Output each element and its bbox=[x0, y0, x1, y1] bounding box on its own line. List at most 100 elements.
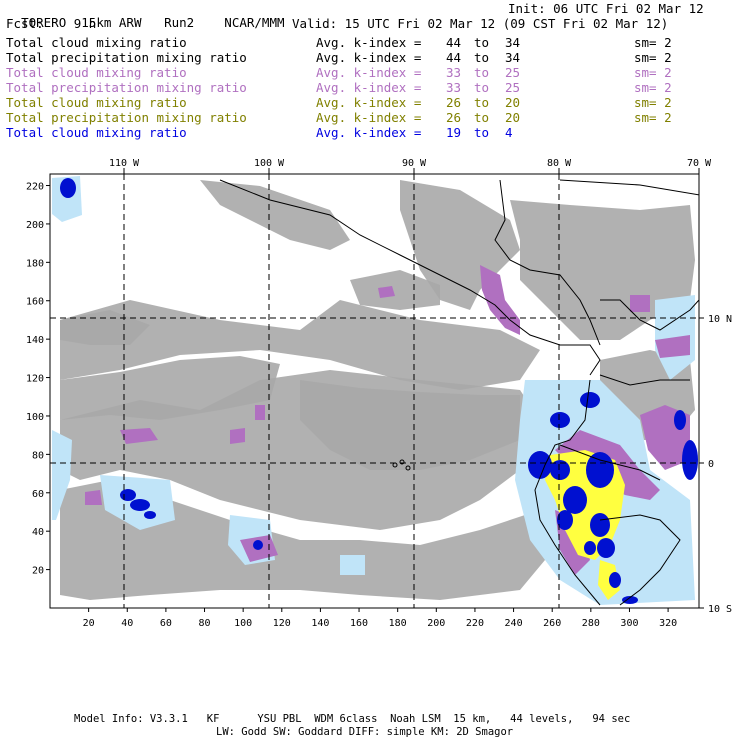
blue-core bbox=[130, 499, 150, 511]
light-blue-region bbox=[52, 430, 72, 520]
purple-region bbox=[655, 335, 690, 358]
model-info: Model Info: V3.3.1 KF YSU PBL WDM 6class… bbox=[74, 713, 631, 725]
blue-core bbox=[682, 440, 698, 480]
blue-core bbox=[550, 412, 570, 428]
latitude-label: 10 S bbox=[708, 604, 732, 615]
blue-core bbox=[144, 511, 156, 519]
legend-k-start: 26 bbox=[446, 110, 462, 125]
legend-to: to bbox=[474, 50, 490, 65]
legend-avg: Avg. k-index = bbox=[316, 110, 422, 125]
legend-smoothing: sm= 2 bbox=[634, 110, 672, 125]
x-tick-label: 20 bbox=[83, 618, 95, 629]
legend-k-start: 33 bbox=[446, 65, 462, 80]
legend-k-end: 25 bbox=[505, 80, 521, 95]
latitude-label: 0 bbox=[708, 459, 714, 470]
blue-core bbox=[584, 541, 596, 555]
legend-smoothing: sm= 2 bbox=[634, 35, 672, 50]
legend-avg: Avg. k-index = bbox=[316, 50, 422, 65]
y-tick-label: 20 bbox=[32, 566, 44, 577]
longitude-label: 110 W bbox=[109, 158, 140, 169]
y-tick-label: 140 bbox=[26, 335, 44, 346]
legend-k-end: 34 bbox=[505, 35, 521, 50]
x-tick-label: 200 bbox=[427, 618, 445, 629]
y-tick-label: 160 bbox=[26, 297, 44, 308]
coastline bbox=[219, 179, 601, 376]
legend-k-end: 20 bbox=[505, 110, 521, 125]
x-tick-label: 100 bbox=[234, 618, 252, 629]
cloud-region bbox=[60, 310, 150, 345]
model-name: TORERO bbox=[21, 15, 67, 30]
coastline bbox=[494, 179, 601, 346]
legend-k-end: 4 bbox=[505, 125, 513, 140]
fcst-value: 9 h bbox=[73, 16, 97, 31]
model-resolution: 15km ARW bbox=[81, 15, 142, 30]
x-tick-label: 140 bbox=[311, 618, 329, 629]
blue-core bbox=[674, 410, 686, 430]
field-layer bbox=[52, 176, 699, 606]
light-blue-region bbox=[340, 555, 365, 575]
coastline bbox=[559, 444, 661, 481]
island bbox=[405, 465, 411, 471]
org-label: NCAR/MMM bbox=[224, 15, 285, 30]
map-frame bbox=[49, 173, 700, 609]
cloud-region bbox=[300, 380, 520, 470]
cloud-region bbox=[200, 180, 350, 250]
x-tick-label: 300 bbox=[620, 618, 638, 629]
legend-smoothing: sm= 2 bbox=[634, 50, 672, 65]
y-tick-label: 180 bbox=[26, 258, 44, 269]
y-tick-label: 60 bbox=[32, 489, 44, 500]
legend-k-start: 44 bbox=[446, 50, 462, 65]
coastline bbox=[600, 299, 699, 331]
purple-region bbox=[85, 490, 102, 505]
legend-k-start: 44 bbox=[446, 35, 462, 50]
legend-to: to bbox=[474, 110, 490, 125]
x-tick-label: 40 bbox=[121, 618, 133, 629]
longitude-label: 80 W bbox=[547, 158, 572, 169]
legend-avg: Avg. k-index = bbox=[316, 95, 422, 110]
cloud-region bbox=[60, 300, 540, 390]
x-tick-label: 60 bbox=[160, 618, 172, 629]
blue-core bbox=[580, 392, 600, 408]
legend-avg: Avg. k-index = bbox=[316, 125, 422, 140]
fcst-label: Fcst: bbox=[6, 16, 44, 31]
blue-core bbox=[586, 452, 614, 488]
valid-time: Valid: 15 UTC Fri 02 Mar 12 (09 CST Fri … bbox=[292, 16, 669, 31]
y-tick-label: 200 bbox=[26, 220, 44, 231]
x-tick-label: 160 bbox=[350, 618, 368, 629]
legend-avg: Avg. k-index = bbox=[316, 80, 422, 95]
legend-smoothing: sm= 2 bbox=[634, 80, 672, 95]
cloud-region bbox=[60, 480, 545, 600]
blue-core bbox=[563, 486, 587, 514]
x-tick-label: 280 bbox=[582, 618, 600, 629]
blue-core bbox=[528, 451, 552, 479]
legend-avg: Avg. k-index = bbox=[316, 35, 422, 50]
legend-field: Total precipitation mixing ratio bbox=[6, 110, 247, 125]
coastline bbox=[534, 379, 601, 606]
x-tick-label: 220 bbox=[466, 618, 484, 629]
latitude-label: 10 N bbox=[708, 314, 732, 325]
legend-k-start: 19 bbox=[446, 125, 462, 140]
blue-core bbox=[622, 596, 638, 604]
legend-k-start: 33 bbox=[446, 80, 462, 95]
y-tick-label: 40 bbox=[32, 527, 44, 538]
longitude-label: 100 W bbox=[254, 158, 285, 169]
legend-to: to bbox=[474, 35, 490, 50]
legend-field: Total precipitation mixing ratio bbox=[6, 80, 247, 95]
legend-to: to bbox=[474, 125, 490, 140]
y-tick-label: 220 bbox=[26, 182, 44, 193]
physics-info: LW: Godd SW: Goddard DIFF: simple KM: 2D… bbox=[216, 726, 514, 738]
purple-region bbox=[230, 428, 245, 444]
legend-k-end: 20 bbox=[505, 95, 521, 110]
blue-core bbox=[557, 510, 573, 530]
y-tick-label: 100 bbox=[26, 412, 44, 423]
legend-k-end: 25 bbox=[505, 65, 521, 80]
coastline bbox=[599, 514, 681, 606]
x-tick-label: 240 bbox=[505, 618, 523, 629]
y-tick-label: 80 bbox=[32, 450, 44, 461]
x-tick-label: 80 bbox=[199, 618, 211, 629]
blue-core bbox=[550, 460, 570, 480]
legend-to: to bbox=[474, 65, 490, 80]
x-tick-label: 320 bbox=[659, 618, 677, 629]
legend-to: to bbox=[474, 95, 490, 110]
